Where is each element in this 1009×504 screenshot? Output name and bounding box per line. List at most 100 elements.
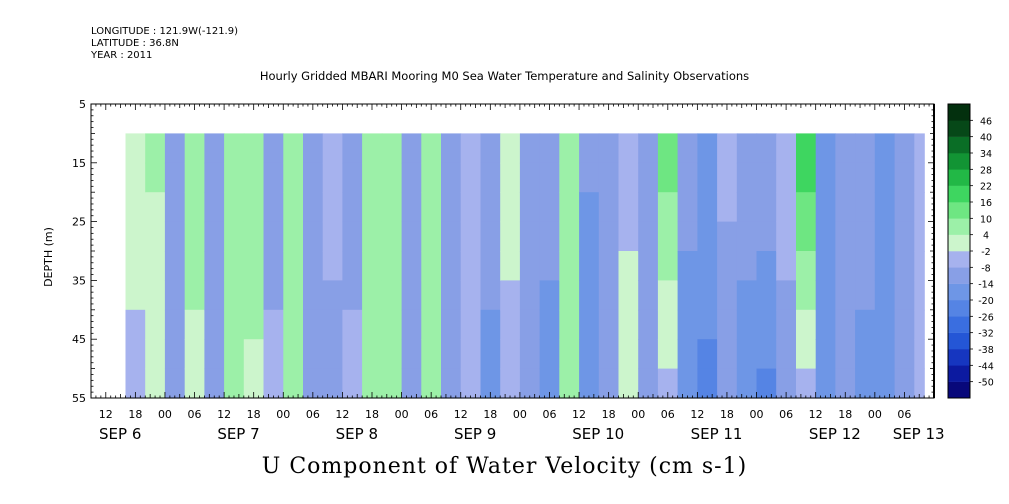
heatmap-cell [500, 339, 521, 370]
heatmap-cell [559, 221, 580, 252]
heatmap-cell [441, 368, 462, 399]
heatmap-cell [381, 309, 403, 340]
heatmap-cell [322, 339, 343, 370]
heatmap-cell [677, 192, 698, 223]
heatmap-cell [381, 162, 403, 193]
heatmap-column [283, 133, 304, 399]
heatmap-cell [815, 280, 836, 311]
heatmap-cell [815, 368, 836, 399]
heatmap-cell [618, 339, 639, 370]
heatmap-cell [421, 368, 442, 399]
heatmap-cell [677, 133, 698, 164]
colorbar-bin [948, 365, 970, 382]
heatmap-cell [283, 280, 304, 311]
colorbar-label: -8 [981, 263, 990, 274]
heatmap-cell [638, 192, 659, 223]
heatmap-cell [184, 192, 205, 223]
colorbar-bin [948, 153, 970, 170]
heatmap-cell [224, 221, 245, 252]
heatmap-cell [776, 133, 797, 164]
colorbar-bin [948, 316, 970, 333]
heatmap-cell [835, 162, 856, 193]
heatmap-cell [598, 251, 620, 281]
heatmap-cell [697, 339, 718, 370]
heatmap-cell [381, 221, 403, 252]
heatmap-cell [736, 133, 758, 164]
heatmap-cell [638, 133, 659, 164]
heatmap-cell [362, 339, 383, 370]
heatmap-cell [460, 251, 481, 281]
heatmap-cell [677, 280, 698, 311]
heatmap-cell [519, 221, 541, 252]
heatmap-cell [815, 221, 836, 252]
heatmap-column [519, 133, 541, 399]
heatmap-cell [421, 133, 442, 164]
heatmap-cell [559, 280, 580, 311]
x-day-label: SEP 12 [809, 425, 861, 443]
x-hour-label: 06 [542, 408, 556, 421]
heatmap-cell [657, 251, 679, 281]
heatmap-cell [500, 221, 521, 252]
heatmap-cell [500, 309, 521, 340]
heatmap-cell [815, 251, 836, 281]
heatmap-cell [736, 192, 758, 223]
x-hour-label: 12 [809, 408, 823, 421]
heatmap-cell [322, 280, 343, 311]
heatmap-cell [125, 309, 146, 340]
heatmap-cell [756, 221, 777, 252]
heatmap-cell [342, 192, 363, 223]
heatmap-cell [441, 280, 462, 311]
heatmap-column [460, 133, 481, 399]
heatmap-cell [559, 309, 580, 340]
heatmap-cell [322, 309, 343, 340]
heatmap-cell [184, 221, 205, 252]
colorbar-label: -2 [981, 247, 990, 258]
heatmap-column [243, 133, 265, 399]
heatmap-cell [736, 280, 758, 311]
colorbar-bin [948, 349, 970, 366]
colorbar-bin [948, 218, 970, 235]
heatmap-cell [519, 309, 541, 340]
heatmap-cell [303, 280, 324, 311]
heatmap-cell [500, 133, 521, 164]
heatmap-cell [835, 309, 856, 340]
variable-caption: U Component of Water Velocity (cm s-1) [261, 454, 748, 479]
heatmap-cell [145, 221, 166, 252]
heatmap-column [815, 133, 836, 399]
x-hour-label: 12 [572, 408, 586, 421]
heatmap-cell [283, 251, 304, 281]
heatmap-cell [559, 339, 580, 370]
heatmap-cell [657, 339, 679, 370]
heatmap-cell [618, 251, 639, 281]
heatmap-cell [874, 221, 896, 252]
heatmap-cell [164, 280, 186, 311]
heatmap-cell [145, 133, 166, 164]
heatmap-cell [717, 368, 738, 399]
heatmap-cell [579, 133, 600, 164]
heatmap-cell [224, 251, 245, 281]
heatmap-cell [579, 251, 600, 281]
colorbar-bin [948, 185, 970, 203]
colorbar-label: -26 [978, 312, 994, 323]
x-day-label: SEP 11 [691, 425, 743, 443]
heatmap-cell [776, 162, 797, 193]
colorbar-label: -38 [978, 345, 994, 356]
heatmap-column [559, 133, 580, 399]
heatmap-cell [796, 133, 817, 164]
heatmap-column [677, 133, 698, 399]
heatmap-cell [283, 192, 304, 223]
heatmap-cell [362, 368, 383, 399]
heatmap-cell [717, 251, 738, 281]
longitude-label: LONGITUDE : 121.9W(-121.9) [91, 26, 238, 37]
heatmap-cell [381, 192, 403, 223]
x-day-label: SEP 9 [454, 425, 496, 443]
heatmap-cell [224, 280, 245, 311]
x-hour-label: 00 [868, 408, 882, 421]
heatmap-cell [500, 280, 521, 311]
heatmap-cell [736, 251, 758, 281]
heatmap-cell [598, 280, 620, 311]
heatmap-cell [796, 221, 817, 252]
heatmap-cell [164, 339, 186, 370]
heatmap-cell [303, 339, 324, 370]
heatmap-cell [756, 192, 777, 223]
